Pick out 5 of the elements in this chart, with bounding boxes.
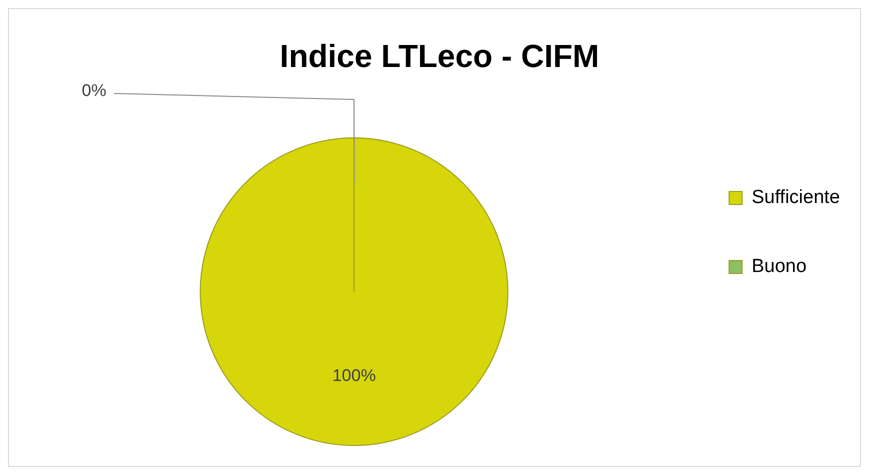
legend-label: Buono	[752, 256, 807, 278]
data-label: 100%	[332, 366, 376, 385]
legend-label: Sufficiente	[752, 187, 840, 208]
chart-title: Indice LTLeco - CIFM	[280, 38, 600, 74]
text: 0%	[82, 81, 106, 100]
